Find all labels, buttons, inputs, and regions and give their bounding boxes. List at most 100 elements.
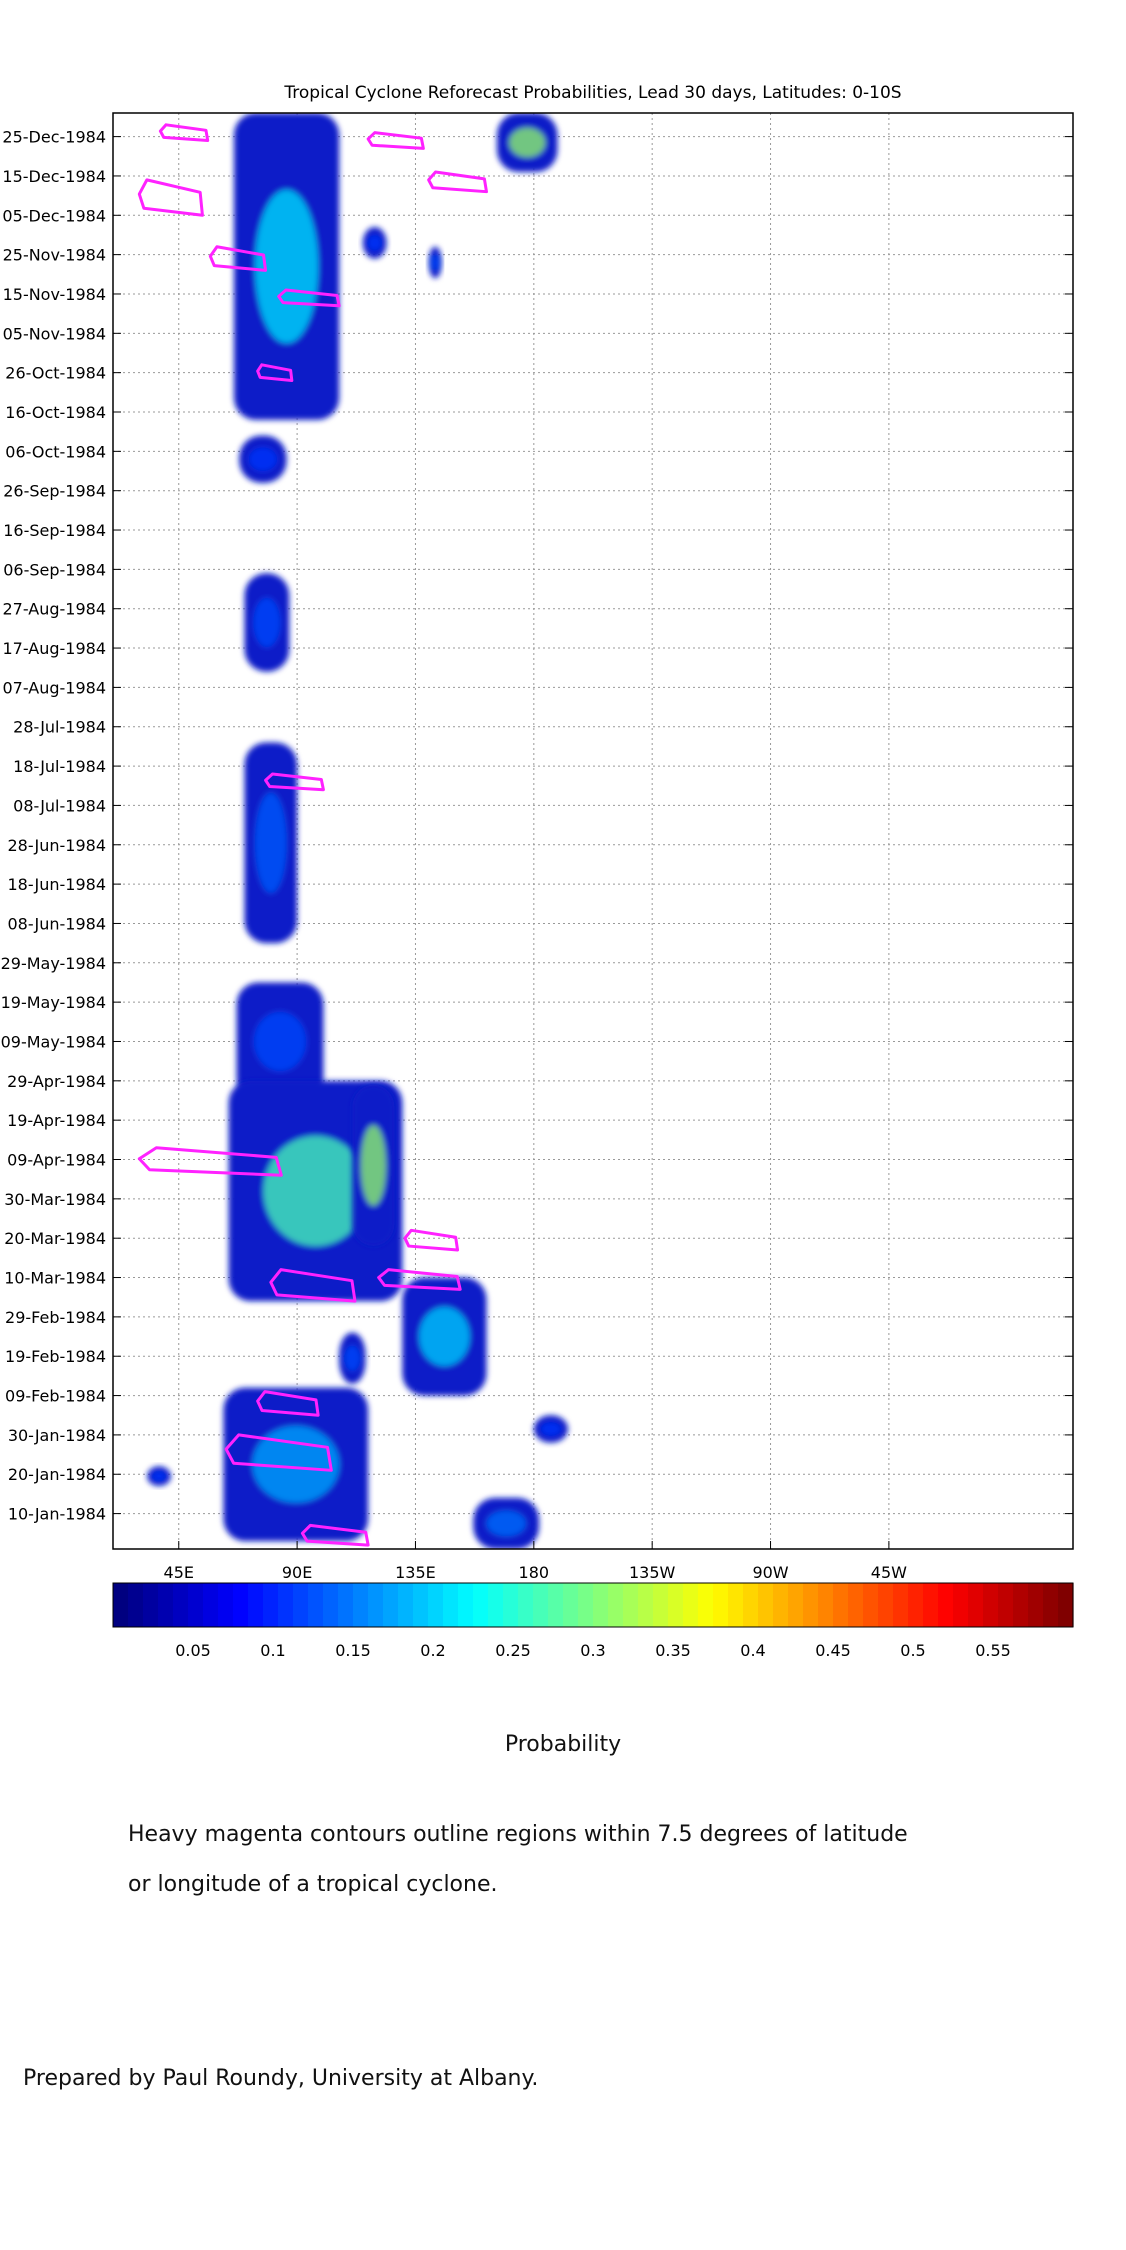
colorbar-segment bbox=[743, 1583, 759, 1627]
probability-region bbox=[233, 113, 340, 420]
probability-region-core bbox=[253, 1011, 307, 1071]
colorbar-tick-label: 0.2 bbox=[420, 1641, 445, 1660]
probability-region bbox=[244, 573, 290, 672]
colorbar-tick-label: 0.05 bbox=[175, 1641, 211, 1660]
x-tick-label: 180 bbox=[519, 1563, 550, 1582]
contour-note-line-1: Heavy magenta contours outline regions w… bbox=[128, 1822, 908, 1847]
colorbar-segment bbox=[398, 1583, 414, 1627]
y-tick-label: 29-Apr-1984 bbox=[7, 1072, 106, 1091]
contour-note-line-2: or longitude of a tropical cyclone. bbox=[128, 1872, 498, 1897]
y-tick-label: 29-May-1984 bbox=[1, 954, 106, 973]
colorbar-segment bbox=[143, 1583, 159, 1627]
tc-contour bbox=[208, 245, 268, 272]
colorbar-segment bbox=[623, 1583, 639, 1627]
colorbar-segment bbox=[653, 1583, 669, 1627]
colorbar-segment bbox=[998, 1583, 1014, 1627]
colorbar-segment bbox=[848, 1583, 864, 1627]
colorbar-segment bbox=[773, 1583, 789, 1627]
colorbar-segment bbox=[188, 1583, 204, 1627]
tc-contour bbox=[137, 1146, 283, 1177]
colorbar-segment bbox=[293, 1583, 309, 1627]
probability-region-core bbox=[255, 792, 287, 893]
x-tick-label: 135W bbox=[629, 1563, 676, 1582]
y-tick-label: 10-Mar-1984 bbox=[4, 1269, 106, 1288]
colorbar-segment bbox=[158, 1583, 174, 1627]
probability-region bbox=[236, 982, 324, 1101]
probability-region-core bbox=[431, 254, 440, 271]
colorbar-segment bbox=[503, 1583, 519, 1627]
colorbar-segment bbox=[608, 1583, 624, 1627]
colorbar-segment bbox=[803, 1583, 819, 1627]
probability-region bbox=[473, 1497, 540, 1549]
colorbar-segment bbox=[233, 1583, 249, 1627]
y-tick-label: 07-Aug-1984 bbox=[2, 678, 106, 697]
y-tick-label: 25-Dec-1984 bbox=[2, 128, 106, 147]
y-tick-label: 16-Sep-1984 bbox=[3, 521, 106, 540]
probability-region bbox=[497, 113, 558, 173]
colorbar-segment bbox=[413, 1583, 429, 1627]
colorbar-segment bbox=[968, 1583, 984, 1627]
colorbar-tick-label: 0.55 bbox=[975, 1641, 1011, 1660]
y-tick-label: 28-Jun-1984 bbox=[7, 836, 106, 855]
probability-region bbox=[244, 742, 298, 944]
colorbar-segment bbox=[563, 1583, 579, 1627]
y-tick-label: 17-Aug-1984 bbox=[2, 639, 106, 658]
x-tick-label: 90W bbox=[752, 1563, 788, 1582]
probability-region-core bbox=[248, 447, 278, 472]
colorbar-segment bbox=[728, 1583, 744, 1627]
x-tick-label: 90E bbox=[282, 1563, 312, 1582]
probability-region-core bbox=[253, 597, 281, 648]
tc-contour bbox=[137, 178, 204, 217]
y-tick-label: 26-Oct-1984 bbox=[5, 364, 106, 383]
colorbar-segment bbox=[338, 1583, 354, 1627]
y-tick-label: 19-May-1984 bbox=[1, 993, 106, 1012]
tc-contour bbox=[403, 1228, 460, 1252]
x-tick-label: 45E bbox=[164, 1563, 194, 1582]
probability-region-core bbox=[344, 1345, 361, 1371]
probability-region bbox=[147, 1466, 171, 1487]
plot-frame bbox=[112, 112, 1074, 1550]
tc-contour bbox=[256, 1390, 320, 1417]
x-tick-label: 45W bbox=[871, 1563, 907, 1582]
tc-contours bbox=[137, 123, 488, 1547]
y-tick-label: 30-Mar-1984 bbox=[4, 1190, 106, 1209]
colorbar-tick-label: 0.45 bbox=[815, 1641, 851, 1660]
tc-contour bbox=[224, 1433, 333, 1472]
probability-region-core bbox=[509, 127, 546, 158]
colorbar-segment bbox=[833, 1583, 849, 1627]
colorbar-segment bbox=[473, 1583, 489, 1627]
colorbar-segment bbox=[383, 1583, 399, 1627]
colorbar-segment bbox=[533, 1583, 549, 1627]
colorbar-segment bbox=[758, 1583, 774, 1627]
probability-region bbox=[239, 435, 287, 483]
y-tick-label: 29-Feb-1984 bbox=[5, 1308, 106, 1327]
colorbar-segment bbox=[323, 1583, 339, 1627]
colorbar-segment bbox=[1058, 1583, 1074, 1627]
probability-region-core bbox=[486, 1510, 526, 1537]
probability-region bbox=[362, 227, 387, 259]
colorbar-segment bbox=[173, 1583, 189, 1627]
y-tick-label: 27-Aug-1984 bbox=[2, 600, 106, 619]
colorbar-segment bbox=[683, 1583, 699, 1627]
y-tick-label: 05-Nov-1984 bbox=[3, 324, 106, 343]
colorbar-segment bbox=[878, 1583, 894, 1627]
colorbar-tick-label: 0.25 bbox=[495, 1641, 531, 1660]
probability-region-core bbox=[367, 234, 382, 251]
colorbar-segment bbox=[353, 1583, 369, 1627]
colorbar-segment bbox=[953, 1583, 969, 1627]
y-axis: 25-Dec-1984 15-Dec-1984 05-Dec-1984 25-Nov-… bbox=[1, 128, 1073, 1524]
colorbar-segment bbox=[113, 1583, 129, 1627]
colorbar-segment bbox=[458, 1583, 474, 1627]
colorbar-segment bbox=[668, 1583, 684, 1627]
y-tick-label: 28-Jul-1984 bbox=[13, 718, 106, 737]
tc-contour bbox=[277, 288, 341, 308]
colorbar-segment bbox=[518, 1583, 534, 1627]
y-tick-label: 18-Jun-1984 bbox=[7, 875, 106, 894]
y-tick-label: 06-Oct-1984 bbox=[5, 442, 106, 461]
colorbar-segment bbox=[983, 1583, 999, 1627]
colorbar-segment bbox=[698, 1583, 714, 1627]
colorbar-segment bbox=[1043, 1583, 1059, 1627]
y-tick-label: 15-Nov-1984 bbox=[3, 285, 106, 304]
y-tick-label: 15-Dec-1984 bbox=[2, 167, 106, 186]
